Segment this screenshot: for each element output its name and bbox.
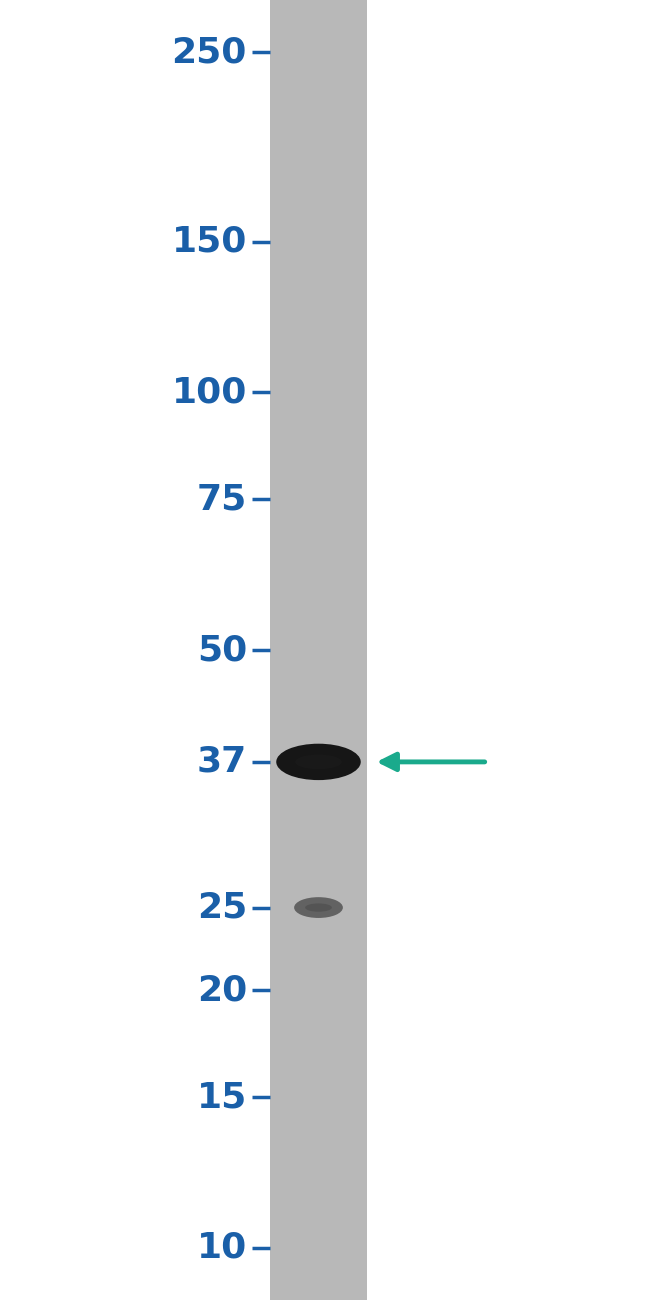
Ellipse shape xyxy=(295,754,342,770)
Text: 75: 75 xyxy=(197,482,247,516)
Text: 150: 150 xyxy=(172,225,247,259)
Text: 100: 100 xyxy=(172,376,247,410)
Ellipse shape xyxy=(305,903,332,911)
Text: 25: 25 xyxy=(197,891,247,924)
Text: 50: 50 xyxy=(197,633,247,667)
Text: 10: 10 xyxy=(197,1231,247,1265)
Ellipse shape xyxy=(276,744,361,780)
Bar xyxy=(270,0,367,1300)
Ellipse shape xyxy=(294,897,343,918)
Text: 250: 250 xyxy=(172,35,247,69)
Text: 15: 15 xyxy=(197,1080,247,1114)
Text: 37: 37 xyxy=(197,745,247,779)
Text: 20: 20 xyxy=(197,974,247,1008)
